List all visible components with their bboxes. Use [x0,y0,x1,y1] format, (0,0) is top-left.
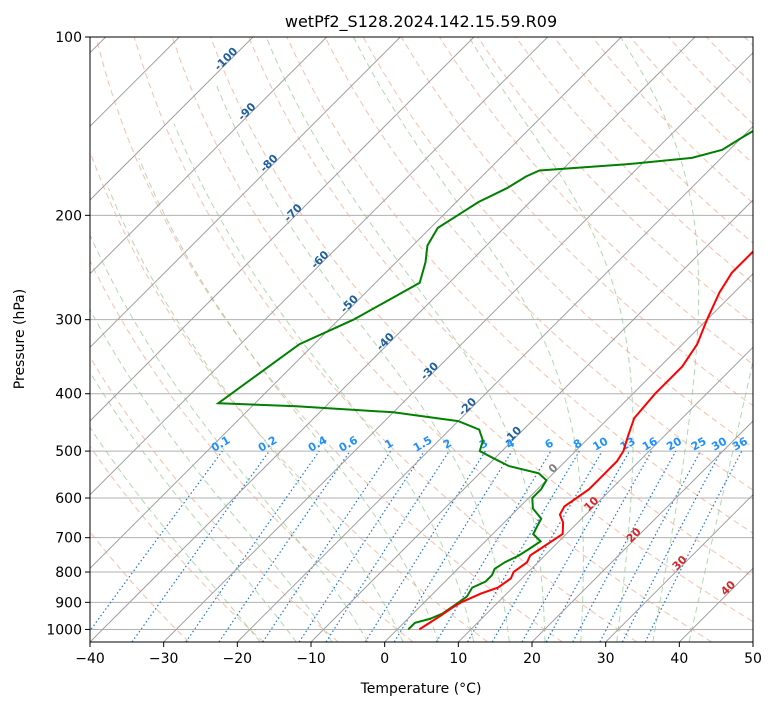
x-tick-label: −10 [296,651,326,667]
pressure-gridlines [90,37,753,630]
moist-adiabat-line [688,358,753,642]
mixing-ratio-line [185,450,320,642]
temperature-line [418,250,753,631]
x-axis-ticks: −40 −30 −20 −10 0 10 20 30 40 50 [75,642,762,667]
dry-adiabat-line [210,37,753,623]
x-tick-label: −30 [149,651,179,667]
mixing-ratio-line [325,450,450,642]
mixing-ratio-line [90,450,223,632]
y-tick-label: 700 [55,531,82,547]
isotherm-line [605,493,753,642]
isotherm-line [90,37,622,570]
moist-adiabat-line [353,37,584,642]
moist-adiabat-line [90,233,369,642]
y-tick-label: 200 [55,208,82,224]
x-axis-label: Temperature (°C) [360,681,482,697]
mixing-ratio-lines [90,450,743,642]
dry-adiabat-line [90,356,339,642]
dry-adiabat-line [133,37,638,642]
isotherm-line [90,37,549,496]
chart-title: wetPf2_S128.2024.142.15.59.R09 [285,12,557,32]
dry-adiabat-line [171,37,712,642]
dry-adiabat-line [286,37,753,534]
isotherm-line [531,420,753,642]
moist-adiabat-line [215,83,510,642]
y-axis-label: Pressure (hPa) [12,289,28,389]
mixing-ratio-line [545,450,653,642]
moist-adiabat-line [90,308,333,642]
mixing-ratio-line [599,450,702,642]
y-tick-label: 600 [55,491,82,507]
x-tick-label: 0 [380,651,389,667]
isotherm-line [384,272,753,642]
y-axis-ticks: 100 200 300 400 500 600 700 800 900 1000 [46,30,90,638]
mixing-ratio-line [572,450,677,642]
dry-adiabat-line [90,259,414,642]
isotherm-line [90,37,254,201]
isotherm-line [90,37,401,349]
x-tick-label: 40 [670,651,688,667]
isotherm-line [310,199,753,642]
y-tick-label: 100 [55,30,82,46]
y-tick-label: 800 [55,565,82,581]
mixing-ratio-line [262,450,392,642]
mixing-ratio-line [466,450,580,642]
dry-adiabat-line [515,37,753,284]
dewpoint-line [215,129,753,631]
mixing-ratio-line [491,450,603,642]
y-tick-label: 300 [55,313,82,329]
dry-adiabat-line [248,37,753,578]
x-tick-label: 10 [449,651,467,667]
y-tick-label: 900 [55,595,82,611]
isotherm-line [90,37,475,422]
isotherm-line [457,346,753,642]
moist-adiabat-line [90,426,261,642]
y-tick-label: 1000 [46,622,82,638]
mixing-ratio-line [435,450,552,642]
x-tick-label: 30 [597,651,615,667]
moist-adiabat-line [107,188,404,642]
mixing-ratio-line [131,450,270,642]
dry-adiabats [90,37,753,642]
mixing-ratio-line [298,450,425,642]
moist-adiabat-line [265,37,546,642]
x-tick-label: 20 [523,651,541,667]
mixing-ratio-line [218,450,351,642]
y-tick-label: 500 [55,444,82,460]
dry-adiabat-line [95,37,563,642]
dry-adiabat-line [90,445,264,642]
moist-adiabat-line [90,371,297,642]
isotherm-line [90,37,328,275]
isotherm-line [163,51,753,642]
moist-adiabat-line [620,37,700,642]
plot-frame [89,36,754,643]
isotherm-line [90,37,696,642]
dry-adiabat-line [324,37,753,491]
plot-area: -100-90-80-70-60-50-40-30-20-100 0.1 0.2 0… [90,37,753,642]
mixing-ratio-line [644,450,743,642]
x-tick-label: −40 [75,651,105,667]
x-tick-label: −20 [223,651,253,667]
x-tick-label: 50 [744,651,762,667]
y-tick-label: 400 [55,387,82,403]
